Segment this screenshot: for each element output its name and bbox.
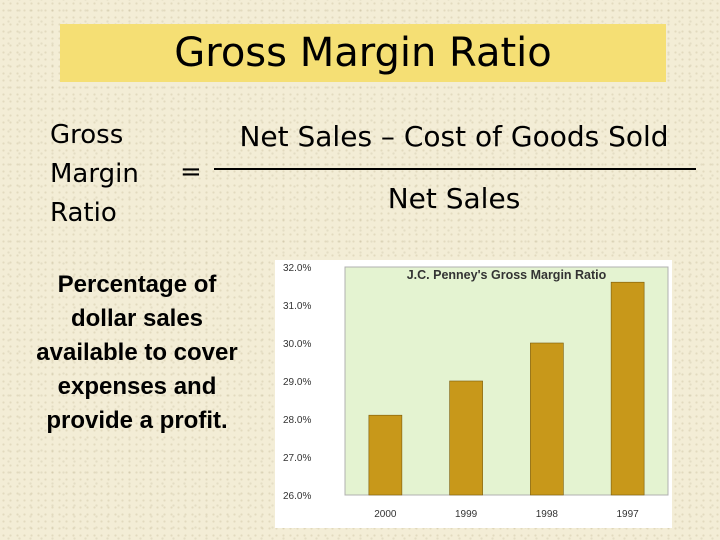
slide-title: Gross Margin Ratio bbox=[174, 30, 552, 76]
ratio-description: Percentage of dollar sales available to … bbox=[36, 271, 238, 434]
y-tick-label: 31.0% bbox=[283, 301, 311, 312]
y-tick-label: 27.0% bbox=[283, 453, 311, 464]
y-tick-label: 32.0% bbox=[283, 263, 311, 274]
x-tick-label: 2000 bbox=[374, 509, 397, 520]
formula-numerator: Net Sales – Cost of Goods Sold bbox=[239, 120, 669, 153]
slide-title-banner: Gross Margin Ratio bbox=[60, 24, 666, 82]
y-tick-label: 28.0% bbox=[283, 415, 311, 426]
formula-denominator: Net Sales bbox=[387, 182, 521, 215]
equals-sign: = bbox=[180, 157, 202, 187]
formula-label-line: Gross bbox=[50, 120, 124, 150]
bar-1998 bbox=[530, 342, 564, 496]
fraction-bar bbox=[214, 168, 696, 170]
bar-1997 bbox=[610, 281, 645, 496]
formula-label-line: Margin bbox=[50, 159, 139, 189]
bar-2000 bbox=[368, 414, 403, 496]
x-tick-label: 1999 bbox=[455, 509, 478, 520]
bar-1999 bbox=[449, 380, 483, 496]
formula-label: Gross Margin Ratio bbox=[50, 116, 139, 233]
y-tick-label: 26.0% bbox=[283, 491, 311, 502]
x-tick-label: 1997 bbox=[617, 509, 640, 520]
bar-chart: J.C. Penney's Gross Margin Ratio 26.0% 27.… bbox=[275, 260, 672, 528]
y-tick-label: 29.0% bbox=[283, 377, 311, 388]
chart-svg: J.C. Penney's Gross Margin Ratio 26.0% 27.… bbox=[275, 260, 672, 528]
formula-label-line: Ratio bbox=[50, 198, 117, 228]
chart-title: J.C. Penney's Gross Margin Ratio bbox=[407, 268, 607, 282]
y-tick-label: 30.0% bbox=[283, 339, 311, 350]
x-tick-label: 1998 bbox=[536, 509, 559, 520]
